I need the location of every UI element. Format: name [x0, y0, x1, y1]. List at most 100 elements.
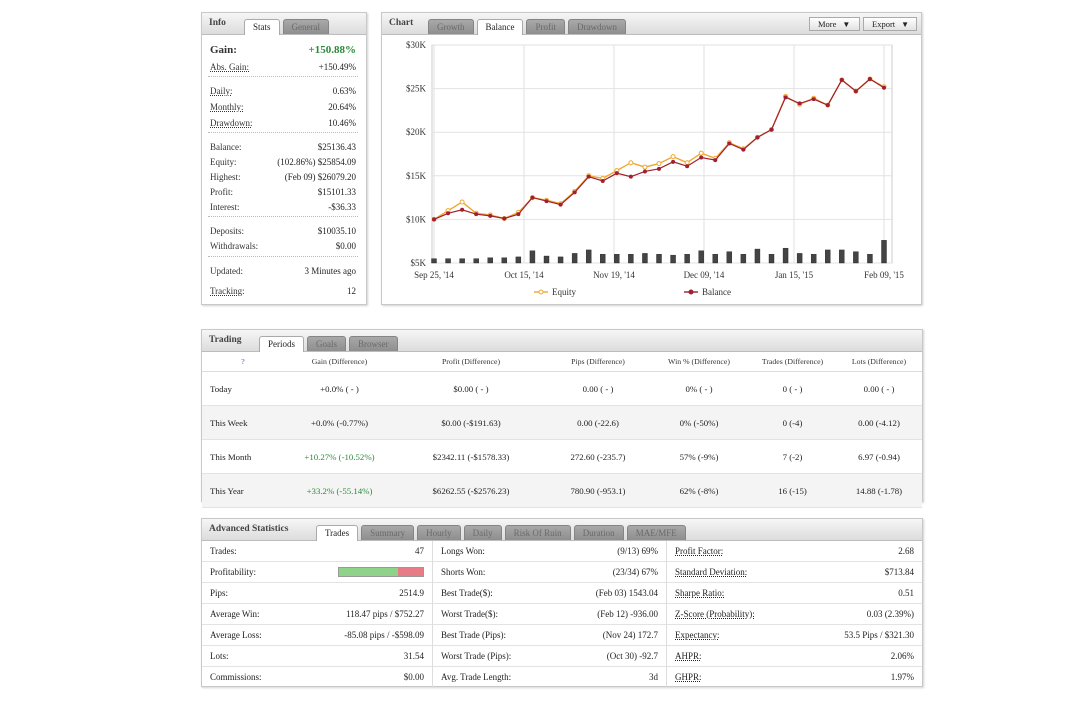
info-title: Info — [209, 18, 226, 28]
tab-stats[interactable]: Stats — [244, 19, 280, 35]
stat-updated: Updated: 3 Minutes ago — [210, 264, 356, 277]
volume-bar — [796, 253, 803, 264]
stat-label: Gain: — [210, 43, 237, 56]
chevron-down-icon: ▼ — [842, 20, 851, 29]
balance-point — [586, 174, 591, 179]
stat-label[interactable]: Standard Deviation: — [675, 567, 748, 577]
volume-bar — [571, 253, 578, 264]
volume-bar — [585, 249, 592, 264]
table-cell: 14.88 (-1.78) — [836, 473, 922, 508]
volume-bar — [825, 249, 831, 264]
x-tick-label: Sep 25, '14 — [414, 270, 454, 280]
stat-label[interactable]: Abs. Gain: — [210, 61, 249, 72]
tab-goals[interactable]: Goals — [307, 336, 346, 351]
tab-mae-mfe[interactable]: MAE/MFE — [626, 525, 686, 540]
stat-label[interactable]: GHPR: — [675, 672, 702, 682]
stat-value: (Feb 09) $26079.20 — [284, 171, 356, 182]
table-cell: 780.90 (-953.1) — [547, 473, 649, 508]
balance-point — [558, 202, 563, 207]
stat-drawdown: Drawdown: 10.46% — [210, 116, 356, 129]
stat-label[interactable]: Daily: — [210, 85, 233, 96]
stat-value: $0.00 — [403, 672, 424, 682]
table-cell: 0.00 (-22.6) — [547, 405, 649, 440]
column-header: Win % (Difference) — [649, 352, 749, 372]
volume-bar — [853, 251, 859, 264]
balance-chart[interactable]: $30K $25K $20K $15K $10K $5K Sep 25, '14 Oct 15… — [382, 35, 921, 303]
stat-value: $0.00 — [335, 240, 356, 251]
stat-value: 0.03 (2.39%) — [866, 609, 914, 619]
stat-tracking: Tracking: 12 — [210, 284, 356, 297]
more-button[interactable]: More ▼ — [809, 17, 860, 31]
stat-label: Profit: — [210, 186, 234, 197]
x-tick-label: Oct 15, '14 — [504, 270, 544, 280]
stat-label: Shorts Won: — [441, 567, 486, 577]
advanced-statistics-panel: Advanced Statistics Trades Summary Hourl… — [201, 518, 923, 688]
divider — [208, 132, 358, 133]
table-cell: 57% (-9%) — [649, 439, 749, 474]
stat-label[interactable]: Drawdown: — [210, 117, 253, 128]
balance-point — [797, 101, 802, 106]
chart-panel: Chart Growth Balance Profit Drawdown Mor… — [381, 12, 922, 305]
volume-bar — [543, 255, 550, 264]
tab-periods[interactable]: Periods — [259, 336, 304, 352]
tab-risk-of-ruin[interactable]: Risk Of Ruin — [504, 525, 571, 540]
stat-label[interactable]: Z-Score (Probability): — [675, 609, 755, 619]
table-cell: 272.60 (-235.7) — [547, 439, 649, 474]
table-cell: $2342.11 (-$1578.33) — [395, 439, 547, 474]
export-button[interactable]: Export ▼ — [863, 17, 917, 31]
stat-label: Withdrawals: — [210, 240, 259, 251]
stat-label[interactable]: Sharpe Ratio: — [675, 588, 725, 598]
tab-growth[interactable]: Growth — [428, 19, 474, 34]
stat-label: Equity: — [210, 156, 237, 167]
stat-value: 47 — [415, 546, 424, 556]
tab-general[interactable]: General — [282, 19, 329, 34]
volume-bar — [515, 256, 522, 264]
stat-label[interactable]: Expectancy: — [675, 630, 720, 640]
equity-point — [698, 150, 704, 156]
stat-label[interactable]: Profit Factor: — [675, 546, 724, 556]
stat-label[interactable]: AHPR: — [675, 651, 702, 661]
tab-trades[interactable]: Trades — [316, 525, 359, 541]
table-cell: $6262.55 (-$2576.23) — [395, 473, 547, 508]
table-cell: 0 (-4) — [749, 405, 836, 440]
help-icon[interactable]: ? — [202, 352, 284, 372]
stat-label[interactable]: Tracking: — [210, 285, 245, 296]
table-cell: $0.00 (-$191.63) — [395, 405, 547, 440]
balance-point — [699, 155, 704, 160]
trading-panel: Trading Periods Goals Browser ? Gain (Di… — [201, 329, 923, 508]
volume-bar — [614, 254, 620, 264]
tab-balance[interactable]: Balance — [476, 19, 524, 35]
tab-daily[interactable]: Daily — [463, 525, 502, 540]
stat-label[interactable]: Monthly: — [210, 101, 244, 112]
tab-drawdown[interactable]: Drawdown — [568, 19, 626, 34]
tab-duration[interactable]: Duration — [573, 525, 624, 540]
stat-profit-factor: Profit Factor: 2.68 — [667, 541, 922, 562]
stat-value: 2.06% — [890, 651, 914, 661]
stat-value: $25136.43 — [317, 141, 356, 152]
row-label: This Month — [202, 439, 284, 474]
table-row: This Year +33.2% (-55.14%) $6262.55 (-$2… — [202, 473, 922, 508]
chevron-down-icon: ▼ — [901, 20, 910, 29]
balance-point — [867, 77, 872, 82]
tab-browser[interactable]: Browser — [349, 336, 398, 351]
table-row: This Month +10.27% (-10.52%) $2342.11 (-… — [202, 439, 922, 474]
stat-value: $15101.33 — [317, 186, 356, 197]
stat-label: Highest: — [210, 171, 241, 182]
balance-point — [741, 147, 746, 152]
balance-point — [713, 158, 718, 163]
advanced-title: Advanced Statistics — [209, 524, 289, 534]
stat-value: +150.49% — [318, 61, 356, 72]
stat-gain: Gain: +150.88% — [210, 43, 356, 56]
tab-hourly[interactable]: Hourly — [417, 525, 461, 540]
table-cell: 0.00 (-4.12) — [836, 405, 922, 440]
balance-point — [488, 213, 493, 218]
balance-point — [460, 207, 465, 212]
tab-summary[interactable]: Summary — [361, 525, 415, 540]
tab-profit[interactable]: Profit — [526, 19, 565, 34]
balance-point — [769, 127, 774, 132]
stat-value: (102.86%) $25854.09 — [277, 156, 356, 167]
stat-commissions: Commissions: $0.00 — [202, 667, 432, 688]
stat-shorts-won: Shorts Won: (23/34) 67% — [433, 562, 666, 583]
stat-standard-deviation: Standard Deviation: $713.84 — [667, 562, 922, 583]
balance-point — [727, 141, 732, 146]
